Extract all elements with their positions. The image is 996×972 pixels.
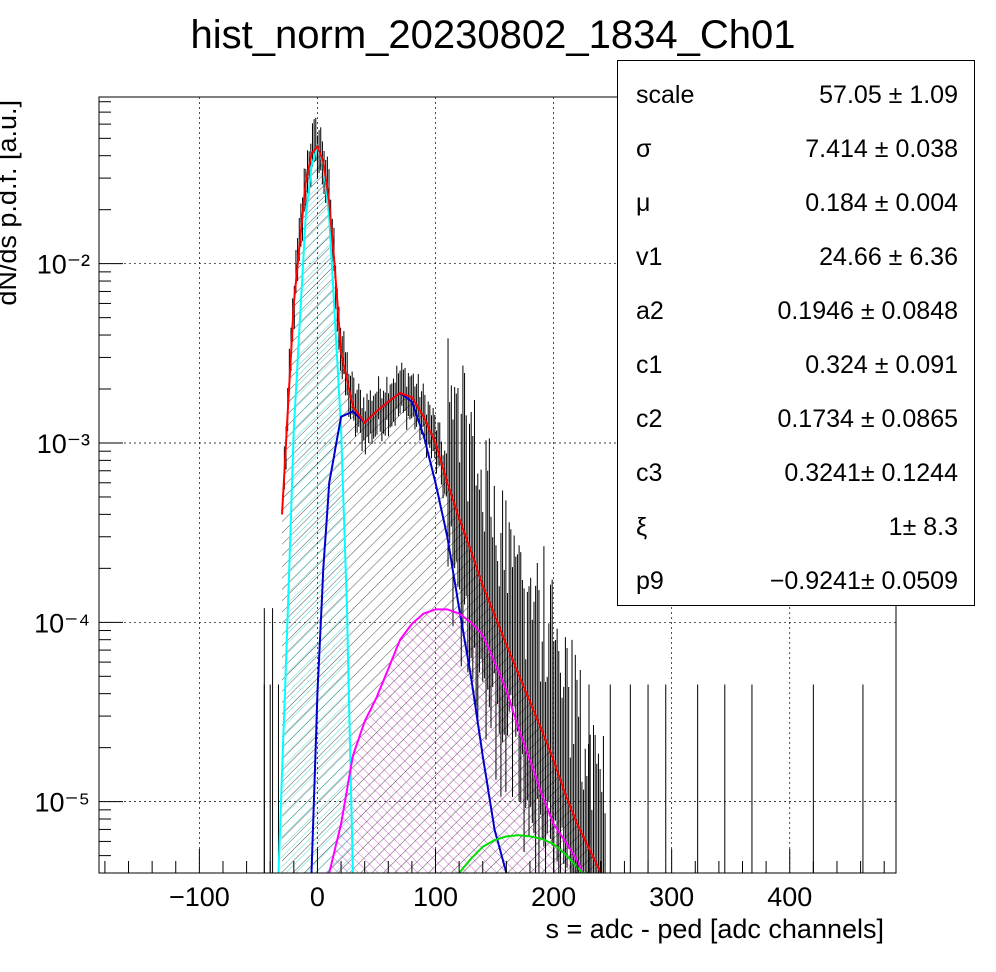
- x-tick-label: 0: [310, 882, 325, 912]
- fit-curve: [328, 608, 585, 873]
- stat-name: c2: [636, 405, 663, 433]
- fit-curve: [281, 144, 602, 873]
- fit-curve: [310, 391, 508, 873]
- stat-value: 57.05 ± 1.09: [819, 81, 958, 109]
- stat-value: 0.184 ± 0.004: [805, 189, 958, 217]
- stat-name: ξ: [636, 513, 648, 541]
- stat-row: μ 0.184 ± 0.004: [618, 175, 974, 229]
- stat-value: 24.66 ± 6.36: [819, 243, 958, 271]
- y-tick-label: 10⁻³: [37, 429, 90, 459]
- stat-value: 0.1946 ± 0.0848: [777, 297, 958, 325]
- stat-row: v1 24.66 ± 6.36: [618, 229, 974, 283]
- y-tick-label: 10⁻²: [37, 250, 90, 280]
- x-axis-label: s = adc - ped [adc channels]: [546, 914, 884, 944]
- y-tick-label: 10⁻⁴: [34, 608, 90, 638]
- stat-name: σ: [636, 135, 652, 163]
- stat-value: −0.9241± 0.0509: [769, 567, 958, 595]
- y-axis-label: dN/ds p.d.f. [a.u.]: [0, 100, 22, 306]
- hatched-area: [278, 146, 353, 873]
- stat-value: 1± 8.3: [888, 513, 958, 541]
- stat-value: 0.324 ± 0.091: [805, 351, 958, 379]
- stat-value: 0.1734 ± 0.0865: [777, 405, 958, 433]
- stat-row: c3 0.3241± 0.1244: [618, 445, 974, 499]
- fit-curve: [458, 834, 584, 873]
- x-tick-label: 400: [767, 882, 812, 912]
- stat-name: v1: [636, 243, 663, 271]
- x-tick-label: 100: [413, 882, 458, 912]
- x-tick-label: −100: [169, 882, 230, 912]
- y-tick-label: 10⁻⁵: [35, 788, 90, 818]
- stat-row: scale 57.05 ± 1.09: [618, 67, 974, 121]
- stat-row: ξ 1± 8.3: [618, 499, 974, 553]
- x-tick-label: 300: [649, 882, 694, 912]
- chart-title: hist_norm_20230802_1834_Ch01: [191, 13, 796, 57]
- stat-name: μ: [636, 189, 651, 217]
- fit-curves: [277, 143, 602, 873]
- fit-statistics-box: scale 57.05 ± 1.09 σ 7.414 ± 0.038 μ 0.184 ± …: [617, 60, 975, 606]
- stat-row: σ 7.414 ± 0.038: [618, 121, 974, 175]
- stat-row: p9 −0.9241± 0.0509: [618, 553, 974, 607]
- x-tick-label: 200: [531, 882, 576, 912]
- stat-name: c3: [636, 459, 663, 487]
- hatched-area: [329, 609, 584, 873]
- stat-row: a2 0.1946 ± 0.0848: [618, 283, 974, 337]
- x-axis: −100 0 100 200 300 400: [104, 849, 885, 912]
- stat-name: a2: [636, 297, 664, 325]
- stat-row: c2 0.1734 ± 0.0865: [618, 391, 974, 445]
- y-axis: 10⁻⁵ 10⁻⁴ 10⁻³ 10⁻²: [34, 101, 123, 874]
- stat-row: c1 0.324 ± 0.091: [618, 337, 974, 391]
- stat-name: c1: [636, 351, 663, 379]
- stat-name: scale: [636, 81, 695, 109]
- stat-name: p9: [636, 567, 664, 595]
- stat-value: 7.414 ± 0.038: [805, 135, 958, 163]
- stat-value: 0.3241± 0.1244: [784, 459, 958, 487]
